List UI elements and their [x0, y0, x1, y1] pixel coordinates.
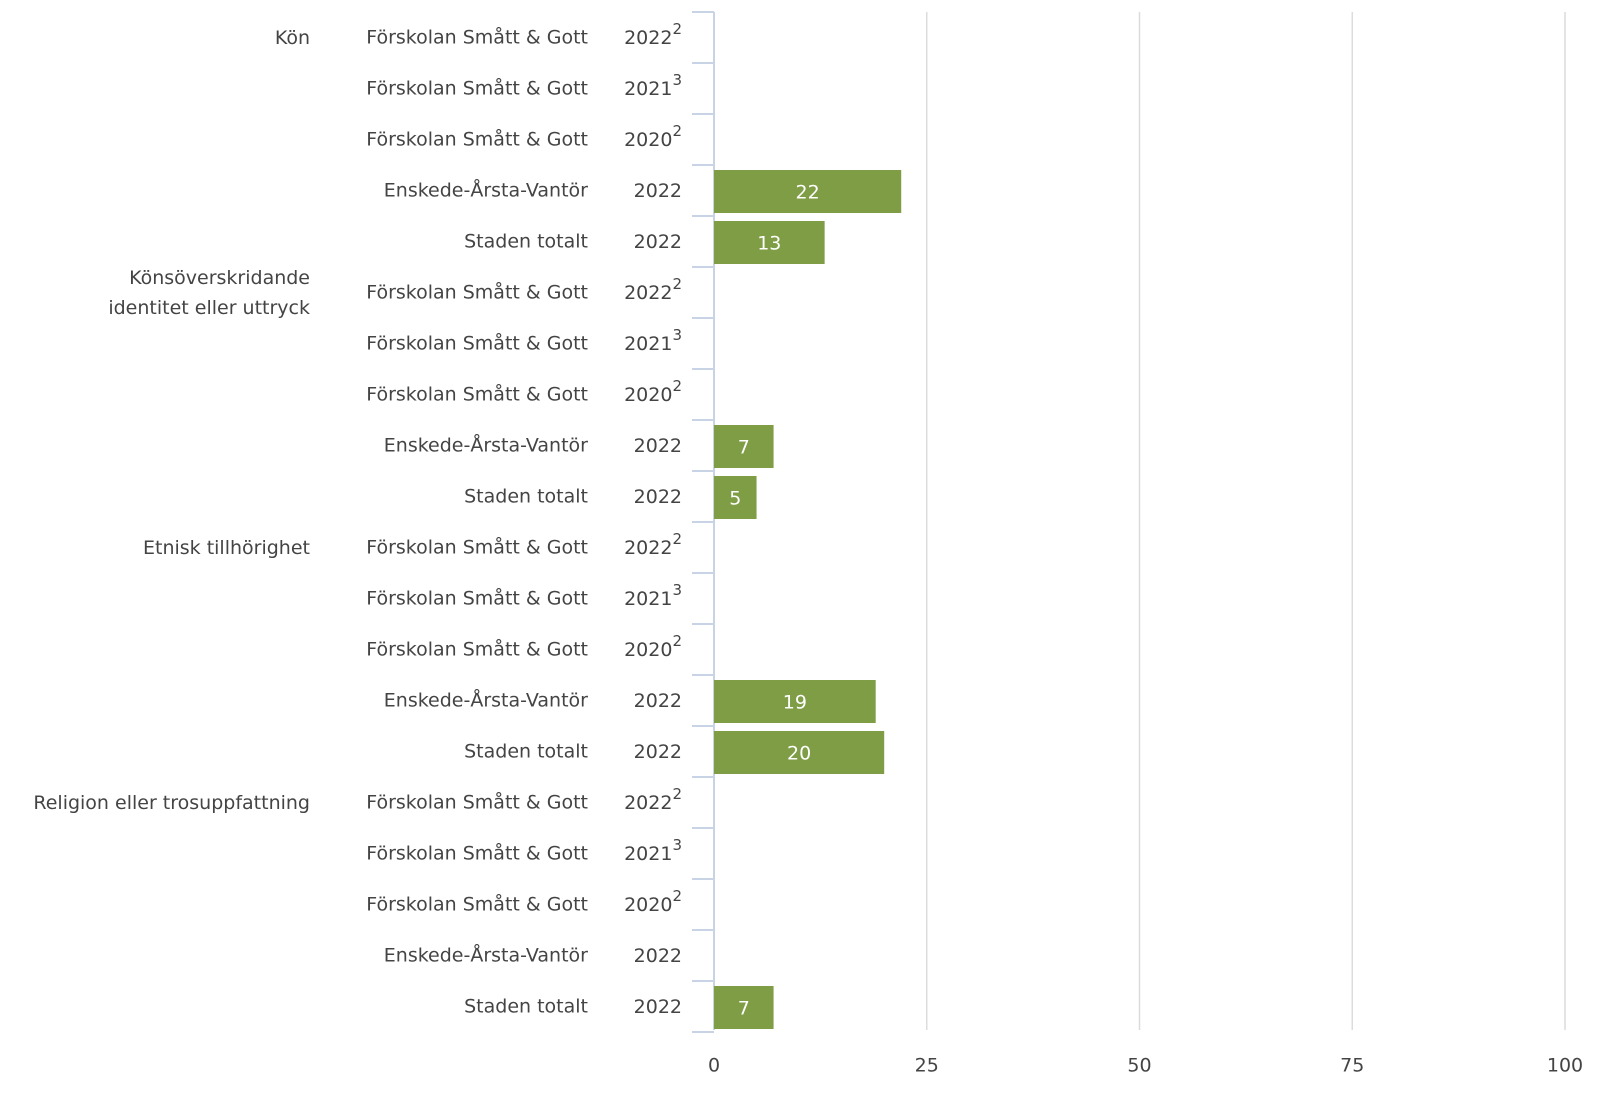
bar — [714, 680, 876, 723]
category-label: Förskolan Smått & Gott — [366, 26, 588, 49]
value-label: 13 — [757, 233, 781, 255]
year: 2022 — [634, 690, 682, 712]
group-label: Etnisk tillhörighet — [142, 537, 310, 559]
year: 2021 — [624, 843, 672, 865]
year-label: 20202 — [624, 377, 682, 406]
year-label: 2022 — [634, 741, 682, 763]
note: 3 — [672, 71, 682, 89]
category-label: Enskede-Årsta-Vantör — [384, 689, 588, 712]
value-label: 22 — [796, 182, 820, 204]
year: 2021 — [624, 588, 672, 610]
note: 2 — [672, 887, 682, 905]
category-label: Staden totalt — [464, 231, 588, 253]
note: 2 — [672, 122, 682, 140]
year-label: 2022 — [634, 996, 682, 1018]
year: 2020 — [624, 894, 672, 916]
note: 3 — [672, 581, 682, 599]
note: 2 — [672, 632, 682, 650]
note: 2 — [672, 377, 682, 395]
group-label: Kön — [274, 27, 310, 49]
year-label: 20222 — [624, 20, 682, 49]
category-label: Förskolan Smått & Gott — [366, 638, 588, 661]
x-tick-label: 50 — [1127, 1055, 1151, 1077]
year: 2022 — [624, 27, 672, 49]
value-label: 7 — [738, 437, 750, 459]
year: 2022 — [634, 435, 682, 457]
value-label: 20 — [787, 743, 811, 765]
category-label: Förskolan Smått & Gott — [366, 791, 588, 814]
value-label: 5 — [729, 488, 741, 510]
year: 2022 — [624, 792, 672, 814]
year-label: 20222 — [624, 530, 682, 559]
category-label: Förskolan Smått & Gott — [366, 383, 588, 406]
year: 2020 — [624, 384, 672, 406]
year-label: 20202 — [624, 632, 682, 661]
bar — [714, 221, 825, 264]
year: 2020 — [624, 129, 672, 151]
category-label: Enskede-Årsta-Vantör — [384, 179, 588, 202]
bar — [714, 986, 774, 1029]
category-label: Förskolan Smått & Gott — [366, 128, 588, 151]
year-label: 2022 — [634, 690, 682, 712]
value-label: 7 — [738, 998, 750, 1020]
category-label: Förskolan Smått & Gott — [366, 587, 588, 610]
year: 2022 — [634, 945, 682, 967]
year: 2022 — [634, 996, 682, 1018]
year: 2022 — [634, 486, 682, 508]
note: 2 — [672, 275, 682, 293]
year: 2022 — [624, 537, 672, 559]
category-label: Förskolan Smått & Gott — [366, 536, 588, 559]
year-label: 2022 — [634, 231, 682, 253]
x-tick-label: 25 — [915, 1055, 939, 1077]
note: 2 — [672, 785, 682, 803]
bar — [714, 425, 774, 468]
year-label: 20202 — [624, 887, 682, 916]
category-label: Staden totalt — [464, 486, 588, 508]
year: 2022 — [634, 741, 682, 763]
x-tick-label: 75 — [1340, 1055, 1364, 1077]
year-label: 20213 — [624, 71, 682, 100]
group-label: Könsöverskridande identitet eller uttryc… — [108, 267, 310, 319]
year-label: 20222 — [624, 275, 682, 304]
bar — [714, 731, 885, 774]
group-label: Religion eller trosuppfattning — [33, 792, 310, 814]
year: 2020 — [624, 639, 672, 661]
category-label: Förskolan Smått & Gott — [366, 281, 588, 304]
note: 3 — [672, 326, 682, 344]
year-label: 2022 — [634, 486, 682, 508]
category-label: Enskede-Årsta-Vantör — [384, 944, 588, 967]
note: 2 — [672, 530, 682, 548]
value-label: 19 — [783, 692, 807, 714]
year-label: 2022 — [634, 180, 682, 202]
year-label: 20202 — [624, 122, 682, 151]
note: 3 — [672, 836, 682, 854]
year-label: 20222 — [624, 785, 682, 814]
category-label: Förskolan Smått & Gott — [366, 842, 588, 865]
category-label: Förskolan Smått & Gott — [366, 77, 588, 100]
year-label: 20213 — [624, 836, 682, 865]
category-label: Förskolan Smått & Gott — [366, 893, 588, 916]
category-label: Staden totalt — [464, 996, 588, 1018]
year-label: 2022 — [634, 945, 682, 967]
bar — [714, 476, 757, 519]
year: 2022 — [634, 231, 682, 253]
x-tick-label: 100 — [1547, 1055, 1583, 1077]
bar — [714, 170, 902, 213]
year: 2022 — [624, 282, 672, 304]
year-label: 20213 — [624, 326, 682, 355]
year: 2021 — [624, 333, 672, 355]
x-tick-label: 0 — [708, 1055, 720, 1077]
note: 2 — [672, 20, 682, 38]
year-label: 2022 — [634, 435, 682, 457]
category-label: Staden totalt — [464, 741, 588, 763]
year: 2021 — [624, 78, 672, 100]
year: 2022 — [634, 180, 682, 202]
category-label: Förskolan Smått & Gott — [366, 332, 588, 355]
category-label: Enskede-Årsta-Vantör — [384, 434, 588, 457]
year-label: 20213 — [624, 581, 682, 610]
